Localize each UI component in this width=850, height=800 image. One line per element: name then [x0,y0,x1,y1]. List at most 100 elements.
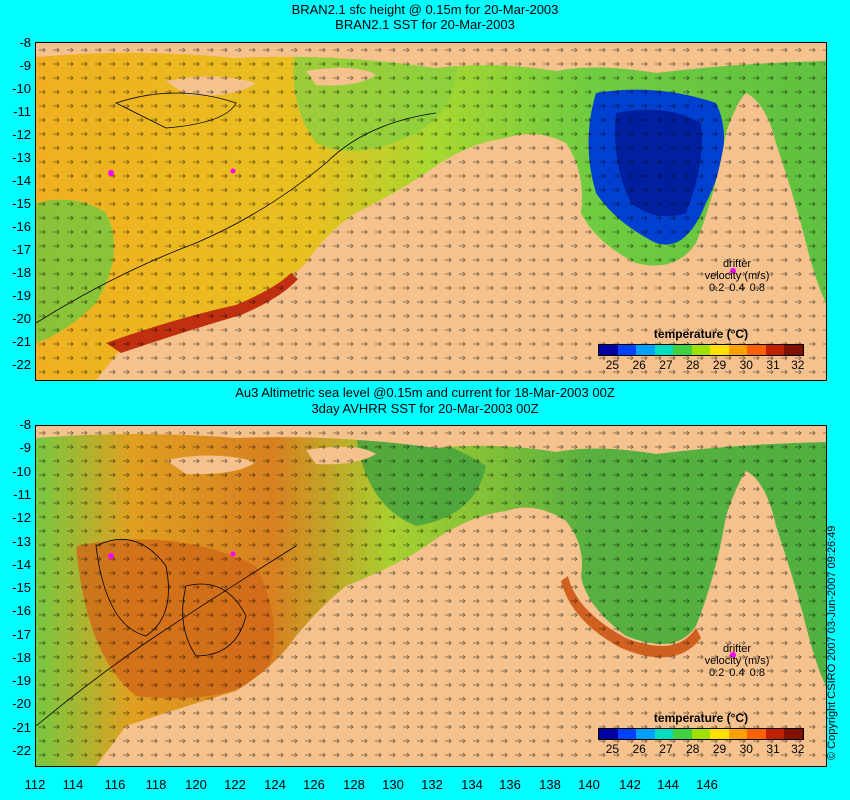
drifter-scale-value: 0.2 [709,667,725,679]
bottom-contour-2 [182,583,247,657]
bottom-temperature-legend: temperature (°C) 25 26 27 28 29 30 31 32 [598,711,805,756]
drifter-scale-value: 0.8 [749,282,765,294]
top-contour-2 [114,92,237,129]
colorbar-swatch [747,729,766,739]
bottom-lat-label: -21 [12,720,31,735]
top-lat-label: -22 [12,357,31,372]
bottom-lat-label: -11 [13,487,31,502]
top-drifter-1 [108,170,114,176]
bottom-drifter-legend: drifter velocity (m/s) 0.2 0.4 0.8 [692,643,782,679]
colorbar-tick: 30 [739,742,753,756]
top-lat-label: -15 [12,196,31,211]
bottom-contour-1 [95,539,169,637]
top-lat-label: -20 [12,311,31,326]
lon-label: 124 [264,777,286,792]
colorbar-swatch [617,729,637,739]
top-temperature-legend: temperature (°C) 25 26 27 28 29 30 31 32 [598,327,805,372]
colorbar-swatch [599,729,618,739]
colorbar-ticks: 25 26 27 28 29 30 31 32 [598,740,805,756]
top-panel-title-line1: BRAN2.1 sfc height @ 0.15m for 20-Mar-20… [291,2,559,17]
lon-label: 140 [578,777,600,792]
colorbar-swatch [784,729,804,739]
top-lat-label: -8 [19,35,31,50]
top-drifter-legend-mark [730,268,736,274]
bottom-lat-label: -15 [12,580,31,595]
drifter-scale-value: 0.2 [709,282,725,294]
colorbar-tick: 31 [766,742,780,756]
colorbar-tick: 26 [632,358,646,372]
colorbar-swatch [599,345,618,355]
colorbar-tick: 29 [712,358,727,372]
lon-label: 114 [62,777,84,792]
top-lat-label: -19 [12,288,31,303]
lon-label: 122 [224,777,246,792]
top-lat-label: -9 [19,58,31,73]
drifter-velocity-label: velocity (m/s) [704,655,770,667]
colorbar-swatch [691,345,711,355]
colorbar-swatch [747,345,766,355]
colorbar-swatch [728,729,748,739]
colorbar-swatch [765,345,785,355]
bottom-lat-label: -18 [12,650,31,665]
temperature-colorbar [598,344,804,356]
top-lat-label: -14 [12,173,31,188]
colorbar-tick: 28 [686,742,700,756]
lon-label: 130 [382,777,404,792]
bottom-drifter-legend-mark [730,652,736,658]
top-lat-label: -13 [12,150,31,165]
lon-label: 128 [343,777,365,792]
lon-label: 112 [24,777,46,792]
lon-label: 126 [303,777,325,792]
colorbar-swatch [636,729,655,739]
drifter-velocity-label: velocity (m/s) [704,270,770,282]
lon-label: 144 [657,777,679,792]
colorbar-swatch [728,345,748,355]
drifter-scale-value: 0.8 [749,667,765,679]
colorbar-swatch [710,729,729,739]
colorbar-tick: 25 [605,358,620,372]
colorbar-swatch [654,345,674,355]
bottom-lat-label: -17 [12,627,31,642]
colorbar-swatch [673,345,692,355]
top-lat-label: -11 [13,104,31,119]
top-lat-label: -21 [12,334,31,349]
bottom-lat-label: -16 [12,603,31,618]
colorbar-ticks: 25 26 27 28 29 30 31 32 [598,356,805,372]
top-sst-map [35,42,827,381]
drifter-title: drifter [722,258,752,270]
colorbar-tick: 25 [605,742,620,756]
bottom-lat-label: -22 [12,743,31,758]
copyright-notice: © Copyright CSIRO 2007 03-Jun-2007 09:26… [826,525,838,760]
lon-label: 132 [421,777,443,792]
colorbar-tick: 30 [739,358,753,372]
bottom-drifter-1 [108,553,114,559]
colorbar-tick: 29 [712,742,727,756]
top-lat-label: -16 [12,219,31,234]
colorbar-tick: 28 [686,358,700,372]
lon-label: 136 [499,777,521,792]
colorbar-swatch [673,729,692,739]
bottom-lat-label: -10 [12,464,31,479]
colorbar-tick: 32 [791,742,805,756]
legend-title: temperature (°C) [653,711,749,725]
bottom-map-graphic [36,426,826,766]
top-lat-label: -17 [12,242,31,257]
top-drifter-legend: drifter velocity (m/s) 0.2 0.4 0.8 [692,258,782,294]
colorbar-tick: 27 [659,742,673,756]
colorbar-tick: 27 [659,358,673,372]
colorbar-tick: 32 [791,358,805,372]
colorbar-tick: 31 [766,358,780,372]
bottom-sst-map [35,425,827,767]
top-lat-label: -12 [12,127,31,142]
colorbar-swatch [654,729,674,739]
drifter-title: drifter [722,643,752,655]
lon-label: 146 [696,777,718,792]
colorbar-tick: 26 [632,742,646,756]
lon-label: 120 [185,777,207,792]
bottom-contour-3 [36,545,297,727]
colorbar-swatch [710,345,729,355]
bottom-lat-label: -9 [19,440,31,455]
colorbar-swatch [765,729,785,739]
lon-label: 116 [104,777,126,792]
temperature-colorbar [598,728,804,740]
